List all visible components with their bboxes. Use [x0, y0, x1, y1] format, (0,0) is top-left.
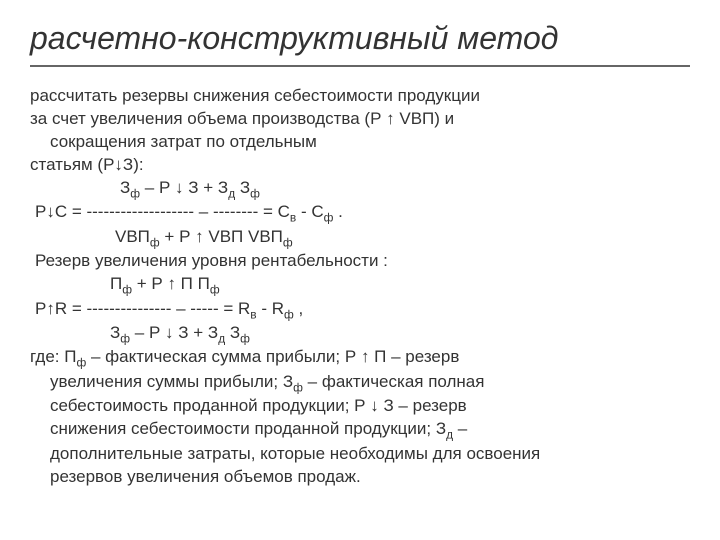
l10-a: Р↑R = --------------- – ----- = R — [35, 299, 250, 318]
l9-a: П — [110, 274, 122, 293]
l10-b: - R — [257, 299, 284, 318]
title-underline — [30, 65, 690, 67]
l7-b: + Р ↑ VВП VВП — [160, 227, 283, 246]
l11-b: – Р ↓ З + З — [130, 323, 218, 342]
sub-f7: ф — [210, 282, 220, 296]
line-17: резервов увеличения объемов продаж. — [50, 467, 361, 486]
sub-f5: ф — [283, 235, 293, 249]
l7-a: VВП — [115, 227, 150, 246]
sub-f1: ф — [130, 186, 140, 200]
line-8: Резерв увеличения уровня рентабельности … — [35, 251, 388, 270]
line-16: дополнительные затраты, которые необходи… — [50, 444, 540, 463]
sub-f9: ф — [120, 331, 130, 345]
sub-f3: ф — [324, 211, 334, 225]
sub-f10: ф — [240, 331, 250, 345]
l11-a: З — [110, 323, 120, 342]
slide-body: рассчитать резервы снижения себестоимост… — [30, 85, 690, 489]
l6-c: . — [333, 202, 342, 221]
line-4: статьям (Р↓З): — [30, 155, 144, 174]
l15-a: снижения себестоимости проданной продукц… — [50, 419, 446, 438]
slide-title: расчетно-конструктивный метод — [30, 20, 690, 57]
sub-f12: ф — [293, 380, 303, 394]
sub-f6: ф — [122, 282, 132, 296]
line-2: за счет увеличения объема производства (… — [30, 109, 454, 128]
l6-b: - С — [296, 202, 323, 221]
line-1: рассчитать резервы снижения себестоимост… — [30, 86, 480, 105]
sub-f8: ф — [284, 307, 294, 321]
l5-b: – Р ↓ З + З — [140, 178, 228, 197]
l12-a: где: П — [30, 347, 76, 366]
sub-f11: ф — [76, 356, 86, 370]
l5-a: З — [120, 178, 130, 197]
l11-c: З — [225, 323, 240, 342]
sub-d3: д — [446, 428, 453, 442]
l5-c: З — [235, 178, 250, 197]
l15-b: – — [453, 419, 467, 438]
line-3: сокращения затрат по отдельным — [50, 132, 317, 151]
l9-b: + Р ↑ П П — [132, 274, 210, 293]
l13-a: увеличения суммы прибыли; З — [50, 372, 293, 391]
l10-c: , — [294, 299, 303, 318]
l6-a: Р↓С = ------------------- – -------- = С — [35, 202, 290, 221]
l13-b: – фактическая полная — [303, 372, 485, 391]
line-14: себестоимость проданной продукции; Р ↓ З… — [50, 396, 467, 415]
l12-b: – фактическая сумма прибыли; Р ↑ П – рез… — [86, 347, 459, 366]
sub-f2: ф — [250, 186, 260, 200]
sub-f4: ф — [150, 235, 160, 249]
